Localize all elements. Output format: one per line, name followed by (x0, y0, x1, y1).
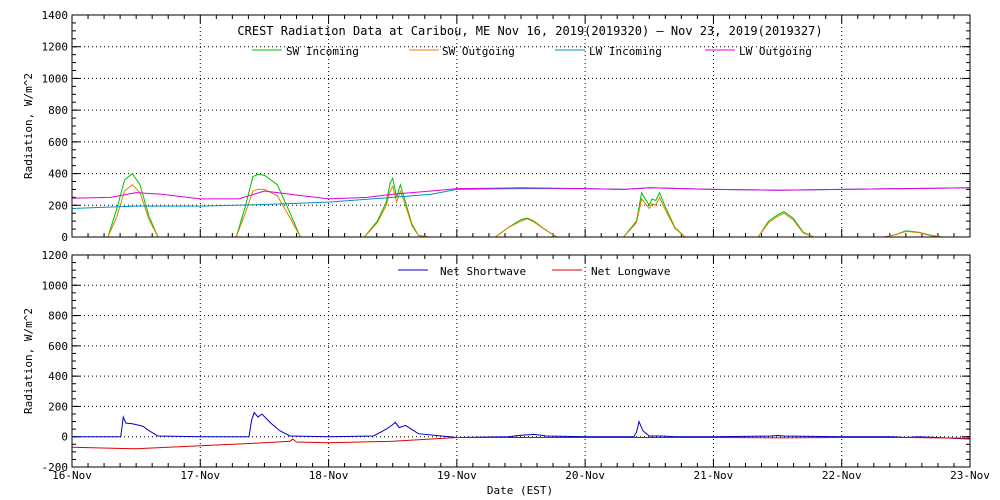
bottom-ytick-label: -200 (42, 461, 69, 474)
legend-label-sw-outgoing: SW Outgoing (442, 45, 515, 58)
legend-label-net-shortwave: Net Shortwave (440, 265, 526, 278)
x-tick-label: 23-Nov (950, 469, 990, 482)
bottom-ytick-label: 600 (48, 340, 68, 353)
top-ytick-label: 600 (48, 136, 68, 149)
series-line-sw-outgoing (72, 184, 970, 238)
x-tick-label: 21-Nov (694, 469, 734, 482)
bottom-ytick-label: 200 (48, 400, 68, 413)
top-ytick-label: 800 (48, 104, 68, 117)
top-grid (72, 15, 970, 237)
top-ytick-label: 400 (48, 168, 68, 181)
top-ytick-label: 1400 (42, 9, 69, 22)
top-series (71, 172, 971, 238)
top-panel: 0 200 400 600 800 1000 1200 1400 CREST Radiatio… (22, 9, 971, 244)
x-tick-label: 17-Nov (180, 469, 220, 482)
x-tick-label: 18-Nov (309, 469, 349, 482)
x-axis-label: Date (EST) (487, 484, 553, 497)
x-tick-label: 19-Nov (437, 469, 477, 482)
top-legend: SW Incoming SW Outgoing LW Incoming LW O… (252, 45, 812, 58)
x-axis-ticks: 16-Nov 17-Nov 18-Nov 19-Nov 20-Nov 21-Nov 22-N… (52, 469, 990, 482)
bottom-y-axis-label: Radiation, W/m^2 (22, 308, 35, 414)
top-y-axis-label: Radiation, W/m^2 (22, 73, 35, 179)
x-tick-label: 20-Nov (565, 469, 605, 482)
series-line-sw-incoming (72, 172, 970, 238)
bottom-ytick-label: 400 (48, 370, 68, 383)
top-y-ticks: 0 200 400 600 800 1000 1200 1400 (42, 9, 971, 244)
legend-label-sw-incoming: SW Incoming (286, 45, 359, 58)
top-ytick-label: 200 (48, 199, 68, 212)
top-ytick-label: 1000 (42, 72, 69, 85)
legend-label-lw-outgoing: LW Outgoing (739, 45, 812, 58)
series-line-net-longwave (71, 437, 971, 450)
x-tick-label: 16-Nov (52, 469, 92, 482)
top-ytick-label: 0 (61, 231, 68, 244)
x-tick-label: 22-Nov (822, 469, 862, 482)
series-line-lw-outgoing (71, 187, 971, 200)
bottom-grid (72, 255, 970, 467)
bottom-ytick-label: 1200 (42, 249, 69, 262)
top-ytick-label: 1200 (42, 41, 69, 54)
bottom-legend: Net Shortwave Net Longwave (398, 265, 670, 278)
bottom-ytick-label: 1000 (42, 279, 69, 292)
series-line-net-shortwave (72, 411, 971, 440)
bottom-y-ticks: -200 0 200 400 600 800 1000 1200 (42, 249, 971, 474)
top-plot-frame (71, 14, 971, 238)
bottom-ytick-label: 800 (48, 310, 68, 323)
legend-label-lw-incoming: LW Incoming (589, 45, 662, 58)
bottom-plot-frame (71, 254, 971, 468)
legend-label-net-longwave: Net Longwave (591, 265, 670, 278)
bottom-panel: -200 0 200 400 600 800 1000 1200 Radiation, W/m… (22, 249, 990, 497)
bottom-ytick-label: 0 (61, 431, 68, 444)
bottom-series (71, 411, 971, 450)
chart-title: CREST Radiation Data at Caribou, ME Nov … (237, 24, 822, 38)
